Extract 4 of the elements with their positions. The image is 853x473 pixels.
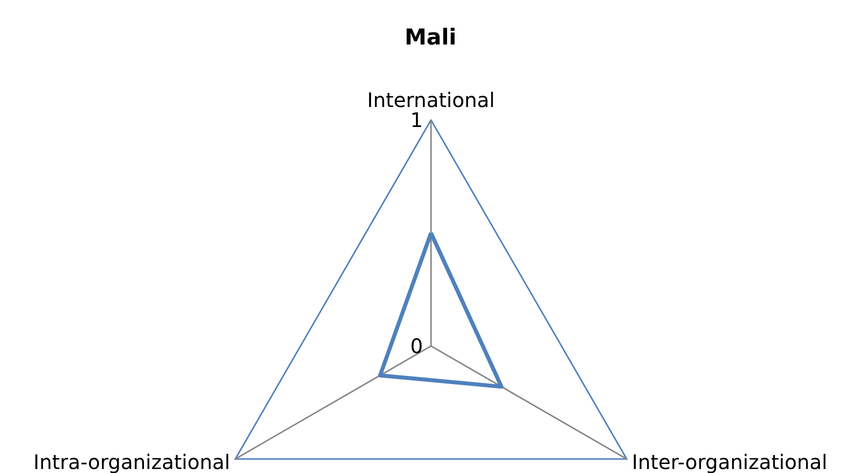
y-tick-label: 0 bbox=[410, 334, 423, 358]
chart-title: Mali bbox=[404, 26, 456, 50]
spoke-label: Inter-organizational bbox=[632, 450, 828, 473]
spoke-label: Intra-organizational bbox=[33, 450, 230, 473]
